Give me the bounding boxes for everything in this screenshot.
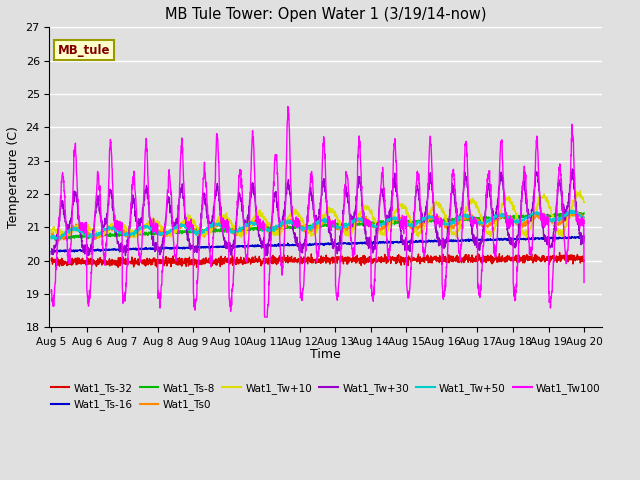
Wat1_Tw+50 (47, 236, 55, 241)
X-axis label: Time: Time (310, 348, 341, 361)
Wat1_Tw+10 (533, 204, 541, 210)
Wat1_Tw+10 (196, 231, 204, 237)
Wat1_Ts-32 (196, 258, 204, 264)
Title: MB Tule Tower: Open Water 1 (3/19/14-now): MB Tule Tower: Open Water 1 (3/19/14-now… (165, 7, 486, 22)
Wat1_Tw+10 (472, 199, 480, 205)
Wat1_Tw+50 (548, 216, 556, 222)
Line: Wat1_Tw+50: Wat1_Tw+50 (51, 210, 584, 240)
Wat1_Ts-8 (333, 222, 341, 228)
Wat1_Tw100 (473, 220, 481, 226)
Wat1_Tw+30 (580, 239, 588, 245)
Wat1_Ts-8 (47, 234, 55, 240)
Wat1_Tw100 (580, 280, 588, 286)
Wat1_Ts0 (196, 230, 204, 236)
Wat1_Ts0 (533, 213, 541, 218)
Line: Wat1_Ts0: Wat1_Ts0 (51, 211, 584, 241)
Line: Wat1_Tw100: Wat1_Tw100 (51, 107, 584, 317)
Wat1_Tw100 (284, 104, 292, 109)
Wat1_Ts-16 (533, 236, 541, 241)
Text: MB_tule: MB_tule (58, 44, 110, 57)
Wat1_Tw100 (261, 314, 269, 320)
Y-axis label: Temperature (C): Temperature (C) (7, 126, 20, 228)
Wat1_Tw+10 (95, 235, 102, 241)
Wat1_Tw100 (333, 297, 341, 303)
Wat1_Ts-16 (548, 236, 556, 241)
Wat1_Tw100 (345, 193, 353, 199)
Wat1_Tw100 (548, 289, 556, 295)
Wat1_Tw+30 (333, 245, 341, 251)
Line: Wat1_Ts-16: Wat1_Ts-16 (51, 237, 584, 252)
Wat1_Ts-8 (548, 212, 556, 218)
Wat1_Ts-8 (533, 213, 541, 219)
Wat1_Ts-8 (580, 210, 588, 216)
Wat1_Tw+30 (261, 253, 269, 259)
Wat1_Ts-32 (556, 250, 563, 255)
Wat1_Tw+30 (345, 199, 353, 204)
Wat1_Ts-32 (533, 256, 541, 262)
Wat1_Tw100 (196, 237, 204, 243)
Wat1_Tw+30 (533, 171, 541, 177)
Wat1_Tw+10 (548, 212, 556, 218)
Wat1_Ts-32 (472, 258, 480, 264)
Wat1_Tw+50 (51, 237, 58, 242)
Wat1_Ts-8 (472, 216, 480, 222)
Wat1_Ts-32 (548, 256, 556, 262)
Legend: Wat1_Ts-32, Wat1_Ts-16, Wat1_Ts-8, Wat1_Ts0, Wat1_Tw+10, Wat1_Tw+30, Wat1_Tw+50,: Wat1_Ts-32, Wat1_Ts-16, Wat1_Ts-8, Wat1_… (46, 379, 605, 414)
Wat1_Tw+10 (345, 232, 353, 238)
Wat1_Tw+10 (580, 200, 588, 205)
Wat1_Tw+30 (568, 166, 576, 172)
Wat1_Tw+50 (472, 218, 480, 224)
Wat1_Ts-32 (52, 264, 60, 270)
Wat1_Ts0 (472, 217, 480, 223)
Wat1_Ts-8 (196, 228, 204, 234)
Wat1_Ts-8 (345, 223, 353, 228)
Line: Wat1_Tw+30: Wat1_Tw+30 (51, 169, 584, 256)
Wat1_Ts0 (580, 215, 588, 220)
Wat1_Tw+50 (333, 225, 341, 230)
Wat1_Tw+10 (576, 188, 584, 193)
Wat1_Ts-16 (47, 249, 55, 254)
Wat1_Tw100 (534, 136, 541, 142)
Wat1_Ts0 (333, 225, 341, 231)
Line: Wat1_Ts-8: Wat1_Ts-8 (51, 213, 584, 240)
Wat1_Tw+30 (47, 251, 55, 257)
Wat1_Ts-16 (580, 234, 588, 240)
Wat1_Ts-16 (61, 249, 68, 255)
Wat1_Tw+30 (472, 238, 480, 243)
Wat1_Ts-16 (333, 240, 341, 246)
Wat1_Ts-8 (52, 237, 60, 243)
Wat1_Ts-32 (345, 260, 353, 265)
Wat1_Ts0 (345, 225, 353, 230)
Wat1_Tw100 (47, 289, 55, 295)
Wat1_Tw+10 (333, 216, 341, 222)
Wat1_Tw+10 (47, 227, 55, 233)
Wat1_Ts-16 (579, 234, 586, 240)
Wat1_Ts-32 (333, 254, 341, 260)
Wat1_Ts-32 (47, 256, 55, 262)
Wat1_Ts-32 (580, 258, 588, 264)
Wat1_Ts-16 (472, 238, 480, 243)
Wat1_Tw+30 (196, 231, 204, 237)
Wat1_Tw+50 (580, 214, 588, 220)
Wat1_Ts0 (572, 208, 579, 214)
Wat1_Ts0 (548, 217, 556, 223)
Wat1_Ts-16 (345, 241, 353, 247)
Wat1_Ts-16 (196, 244, 204, 250)
Wat1_Tw+50 (196, 231, 204, 237)
Line: Wat1_Tw+10: Wat1_Tw+10 (51, 191, 584, 238)
Wat1_Ts0 (55, 238, 63, 244)
Wat1_Ts0 (47, 231, 55, 237)
Line: Wat1_Ts-32: Wat1_Ts-32 (51, 252, 584, 267)
Wat1_Tw+50 (570, 207, 577, 213)
Wat1_Tw+50 (533, 209, 541, 215)
Wat1_Ts-8 (576, 210, 584, 216)
Wat1_Tw+50 (345, 223, 353, 228)
Wat1_Tw+30 (548, 241, 556, 247)
